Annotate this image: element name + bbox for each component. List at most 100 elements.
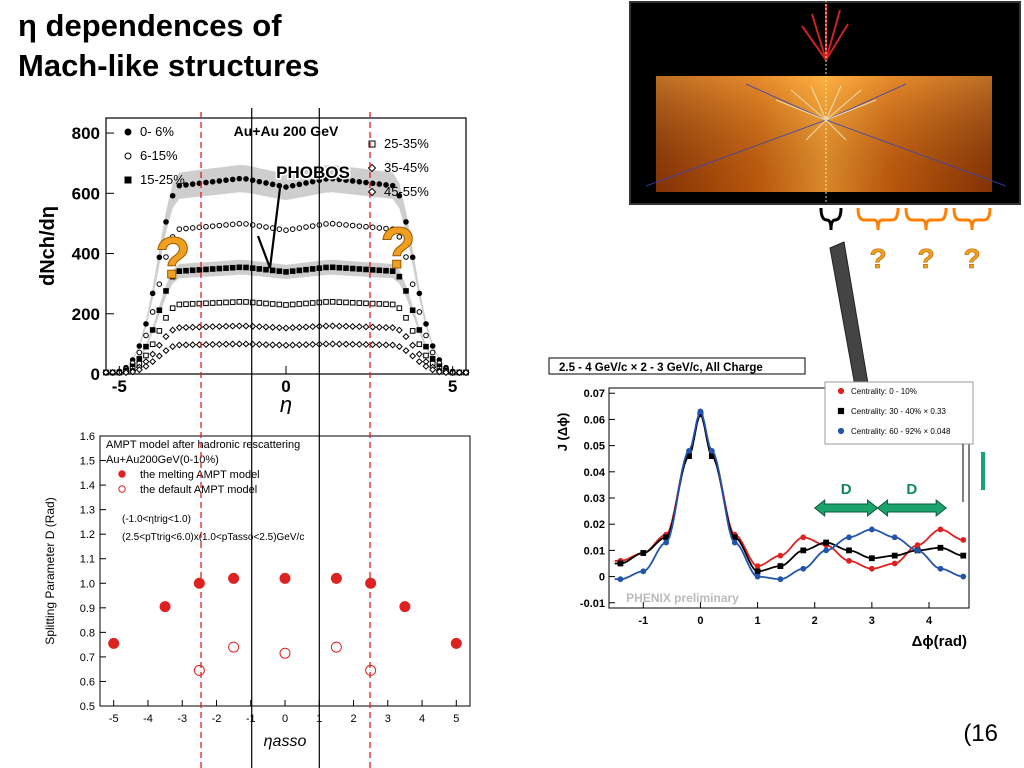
ampt-cuts-line-1: (-1.0<ηtrig<1.0) [122,514,191,525]
phobos-legend-marker [124,176,132,184]
phobos-point [169,343,177,351]
phenix-point [697,408,704,415]
phobos-point [156,307,163,314]
guide-lines [200,108,371,768]
phobos-point [216,178,223,184]
phobos-point [249,265,256,271]
phobos-point [243,176,249,182]
phenix-point [686,447,692,454]
phobos-point [375,323,383,331]
phobos-point [263,224,269,230]
phobos-point [282,324,290,332]
phobos-point [389,301,396,308]
phobos-point [189,181,196,187]
phobos-point [215,340,223,348]
phobos-point [329,175,336,182]
phobos-point [156,254,163,261]
phobos-point [389,268,396,274]
phobos-point [329,340,337,348]
ampt-y-tick-label: 0.5 [80,701,95,713]
ampt-series [108,572,462,649]
phobos-point [183,267,189,274]
phenix-point [777,563,784,569]
phenix-point [914,547,921,554]
phobos-point [416,290,423,297]
phobos-point [209,300,216,306]
phobos-point [236,299,243,305]
ampt-y-tick-label: 0.8 [80,627,95,639]
phobos-x-tick-label: -5 [112,377,127,396]
phobos-point [396,234,403,240]
phobos-point [296,301,303,307]
phobos-point [323,264,329,271]
ampt-x-tick-label: 5 [453,713,459,725]
phobos-title: Au+Au 200 GeV [234,123,339,139]
phenix-point [640,568,647,575]
phobos-point [189,323,197,331]
phobos-point [322,340,330,348]
phobos-point [396,192,403,199]
phobos-point [302,341,310,349]
phobos-point [343,177,349,183]
phobos-point [455,368,463,377]
phobos-point [196,267,203,273]
ampt-point [228,641,240,653]
phenix-plot: 2.5 - 4 GeV/c × 2 - 3 GeV/c, All Charge -… [548,357,985,650]
brace-group: ??? [819,207,992,274]
ampt-y-tick-label: 1.0 [80,578,95,590]
phobos-legend-label: 35-45% [384,160,429,175]
ampt-x-tick-label: 3 [385,713,391,725]
phobos-y-tick-label: 800 [72,124,100,143]
phobos-point [355,323,363,331]
phobos-point [122,368,130,377]
phobos-point [283,227,289,233]
brace-0 [819,207,843,231]
phobos-point [243,221,249,227]
phobos-point [162,347,170,355]
phobos-point [355,340,363,348]
phenix-point [754,568,761,575]
phobos-point [376,301,383,307]
phobos-point [396,273,403,280]
phobos-point [176,226,183,232]
phobos-point [296,267,303,274]
phenix-x-label: Δϕ(rad) [912,633,967,650]
phobos-point [149,341,156,348]
phobos-point [163,288,169,294]
phenix-y-tick-label: 0.05 [584,441,605,453]
phobos-point [163,254,169,260]
ampt-x-tick-label: 4 [419,713,425,725]
phenix-point [846,547,852,554]
phobos-point [409,352,417,360]
phenix-d-arrow-shape [876,498,947,518]
phobos-point [402,333,410,341]
phobos-point [342,322,350,330]
phobos-point [409,328,416,334]
phobos-x-label: η [280,392,292,414]
phobos-point [395,326,403,334]
ampt-series [193,641,377,676]
phenix-point [823,547,830,554]
recoil-fan [775,85,877,141]
phenix-point [891,552,898,559]
phobos-point [283,184,289,190]
phenix-legend: Centrality: 0 - 10% Centrality: 30 - 40% … [824,381,974,445]
phobos-point [302,323,310,331]
phobos-series [103,299,469,376]
phobos-point [363,300,369,307]
phobos-point [309,340,317,348]
phobos-point [349,178,356,184]
ampt-legend-label: the default AMPT model [140,484,257,496]
phobos-check-mark [256,187,282,269]
phobos-point [369,323,377,331]
phobos-point [216,299,223,306]
phobos-point [383,267,389,274]
ampt-point [193,577,205,589]
phobos-point [309,300,316,306]
phobos-point [269,341,277,349]
phobos-point [416,341,423,348]
ampt-point [365,664,377,676]
phobos-point [362,341,370,349]
phobos-point [143,332,149,339]
phobos-point [163,315,169,321]
